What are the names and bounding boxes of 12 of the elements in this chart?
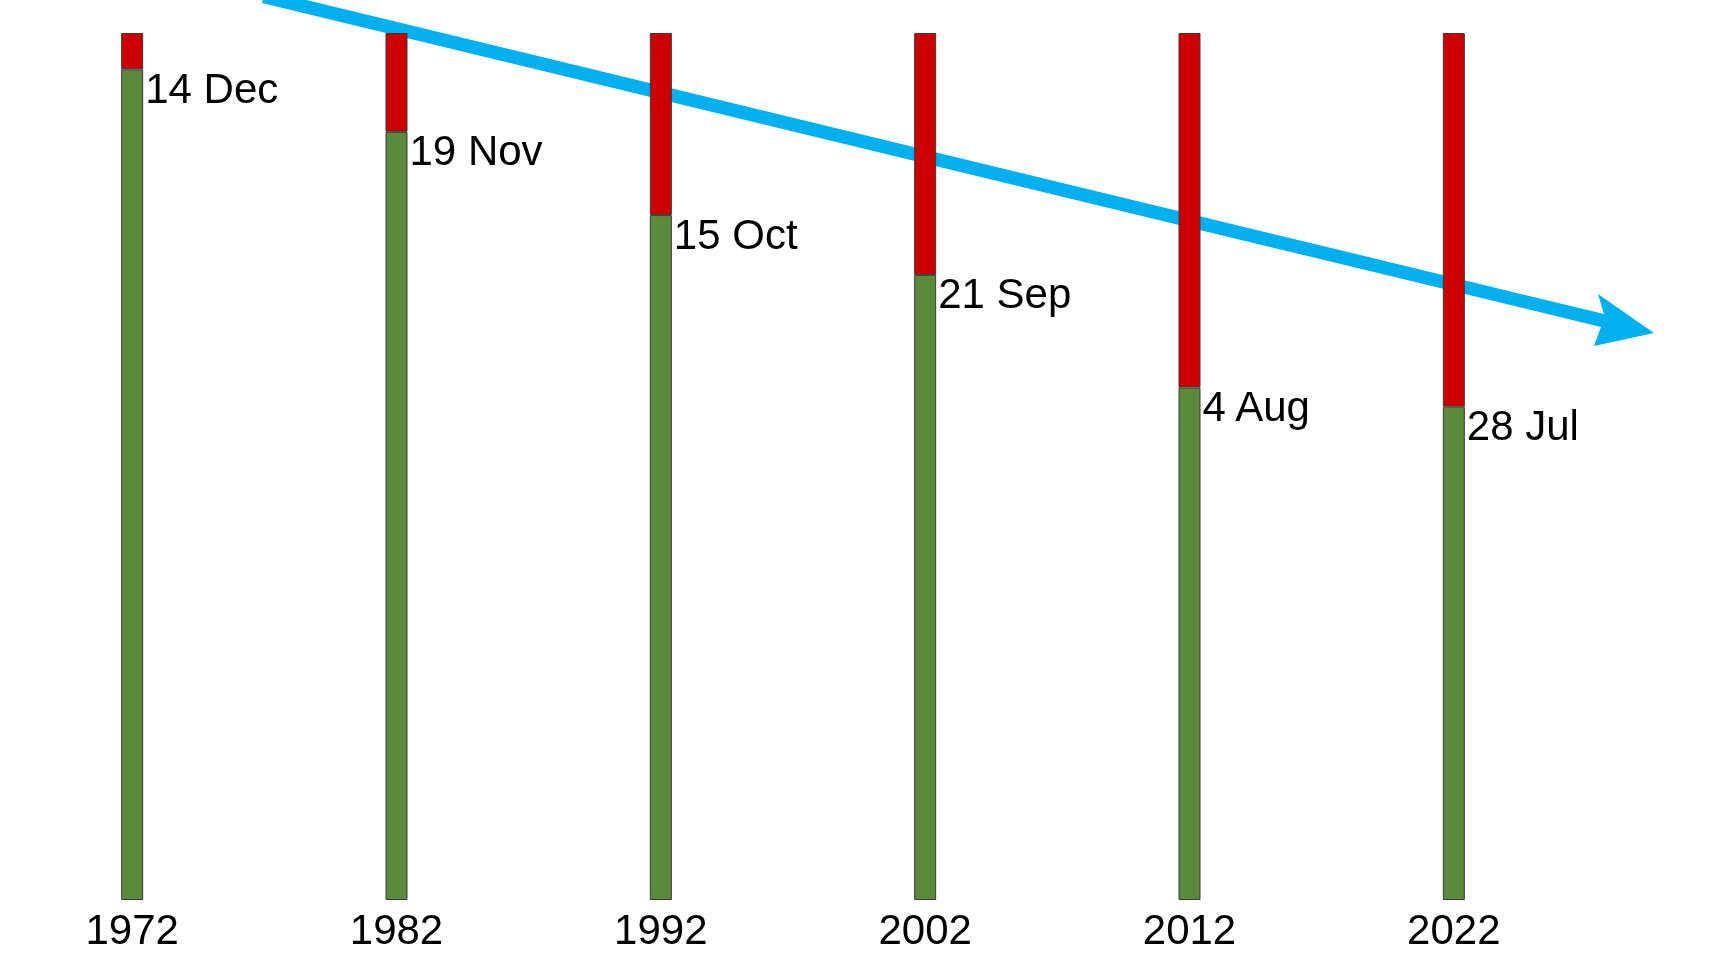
x-tick-label: 1982	[349, 905, 444, 953]
x-tick-label: 2012	[1142, 905, 1237, 953]
annotation: 28 Jul	[1466, 402, 1579, 450]
x-tick-label: 1992	[614, 905, 708, 953]
x-tick-label: 2002	[878, 905, 972, 953]
annotation: 14 Dec	[145, 64, 279, 112]
annotation: 21 Sep	[938, 270, 1072, 318]
annotation: 15 Oct	[673, 210, 798, 258]
annotation: 19 Nov	[409, 127, 543, 175]
x-tick-label: 1972	[85, 905, 179, 953]
annotation: 4 Aug	[1202, 383, 1310, 431]
x-tick-label: 2022	[1407, 905, 1501, 953]
